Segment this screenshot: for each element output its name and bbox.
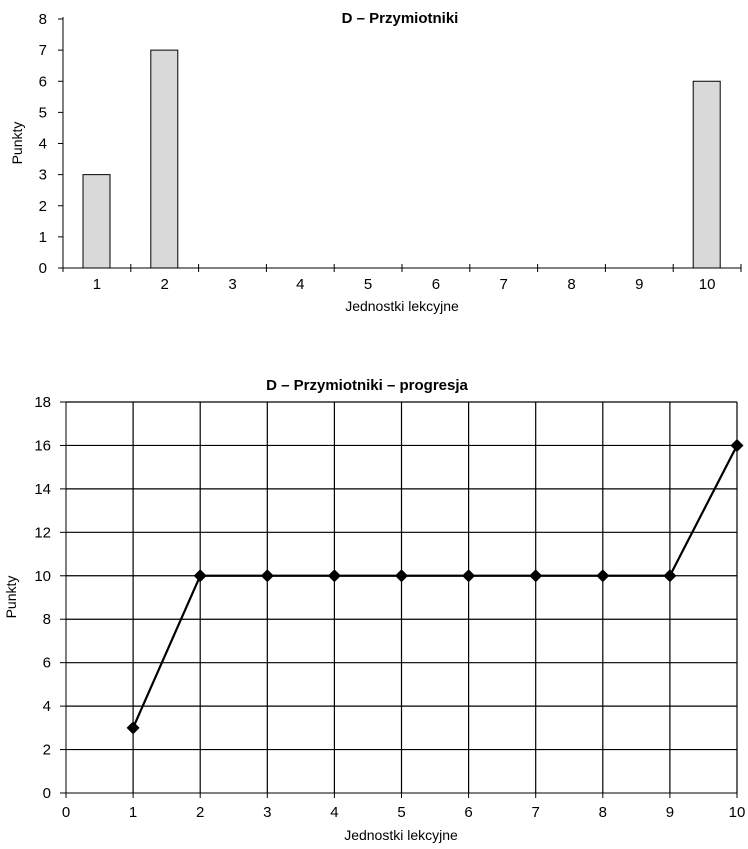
- line-chart-title: D – Przymiotniki – progresja: [266, 377, 468, 394]
- line-chart-x-tick-label: 10: [729, 804, 746, 821]
- bar-chart-x-tick-label: 10: [699, 276, 716, 293]
- bar-chart-x-tick-label: 5: [364, 276, 372, 293]
- bar-chart-x-tick-label: 9: [635, 276, 643, 293]
- line-chart-y-tick-label: 14: [34, 481, 51, 498]
- line-chart-x-tick-label: 1: [129, 804, 137, 821]
- line-chart-y-tick-label: 4: [43, 698, 51, 715]
- line-chart-x-tick-label: 7: [532, 804, 540, 821]
- line-chart-x-tick-label: 8: [599, 804, 607, 821]
- line-chart-point-9: [663, 569, 677, 583]
- line-chart-y-tick-label: 0: [43, 785, 51, 802]
- line-chart-x-tick-label: 2: [196, 804, 204, 821]
- bar-chart-y-tick-label: 4: [39, 136, 47, 153]
- line-chart-point-6: [462, 569, 476, 583]
- line-chart-y-tick-label: 18: [34, 394, 51, 411]
- bar-chart-y-tick-label: 2: [39, 198, 47, 215]
- bar-chart-x-tick-label: 8: [567, 276, 575, 293]
- line-chart-point-8: [596, 569, 610, 583]
- bar-chart-x-tick-label: 4: [296, 276, 304, 293]
- line-chart-point-5: [395, 569, 408, 583]
- line-chart-x-tick-label: 6: [464, 804, 472, 821]
- line-chart-x-axis-title: Jednostki lekcyjne: [344, 827, 458, 843]
- bar-chart-x-tick-label: 6: [432, 276, 440, 293]
- line-chart-x-tick-label: 3: [263, 804, 271, 821]
- bar-chart-x-tick-label: 1: [93, 276, 101, 293]
- bar-chart-y-tick-label: 0: [39, 260, 47, 277]
- bar-chart-y-tick-label: 3: [39, 167, 47, 184]
- line-chart-y-tick-label: 10: [34, 568, 51, 585]
- line-chart-y-tick-label: 12: [34, 524, 51, 541]
- bar-chart: D – Przymiotniki Punkty Jednostki lekcyj…: [9, 10, 742, 314]
- line-chart-x-tick-label: 4: [330, 804, 338, 821]
- line-chart-point-10: [730, 438, 744, 452]
- line-chart-y-axis-title: Punkty: [3, 576, 19, 619]
- bar-chart-x-tick-label: 7: [500, 276, 508, 293]
- line-chart-series-line: [132, 444, 738, 729]
- bar-chart-y-tick-label: 5: [39, 104, 47, 121]
- line-chart-point-1: [126, 721, 140, 735]
- bar-chart-x-axis-title: Jednostki lekcyjne: [345, 298, 459, 314]
- line-chart-y-tick-label: 8: [43, 611, 51, 628]
- line-chart-x-tick-label: 5: [397, 804, 405, 821]
- bar-chart-y-axis-title: Punkty: [9, 122, 25, 165]
- line-chart-point-4: [327, 569, 341, 583]
- bar-1: [82, 174, 111, 269]
- bar-chart-x-tick-label: 3: [228, 276, 236, 293]
- line-chart-x-tick-label: 9: [666, 804, 674, 821]
- line-chart-point-3: [260, 569, 274, 583]
- line-chart-y-tick-label: 6: [43, 655, 51, 672]
- line-chart: D – Przymiotniki – progresja Punkty Jedn…: [3, 377, 746, 843]
- bar-chart-title: D – Przymiotniki: [342, 10, 459, 27]
- bar-chart-y-tick-label: 1: [39, 229, 47, 246]
- line-chart-y-tick-label: 16: [34, 437, 51, 454]
- bar-2: [150, 49, 179, 269]
- line-chart-point-2: [193, 569, 207, 583]
- line-chart-y-tick-label: 2: [43, 742, 51, 759]
- line-chart-x-tick-label: 0: [62, 804, 70, 821]
- bar-chart-y-tick-label: 8: [39, 11, 47, 28]
- bar-chart-y-tick-label: 7: [39, 42, 47, 59]
- bar-chart-x-tick-label: 2: [161, 276, 169, 293]
- line-chart-point-7: [529, 569, 543, 583]
- bar-10: [692, 80, 721, 269]
- bar-chart-y-tick-label: 6: [39, 73, 47, 90]
